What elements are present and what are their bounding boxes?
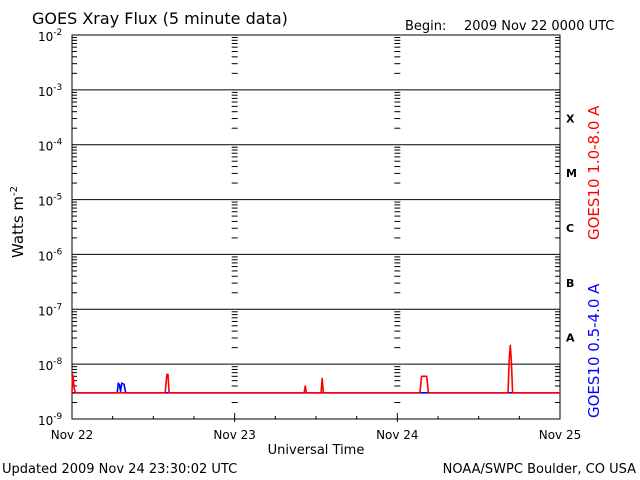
flare-class-c: C: [566, 222, 574, 235]
y-tick-label: 10-8: [38, 357, 63, 373]
x-axis-label: Universal Time: [268, 443, 365, 458]
x-tick-label: Nov 22: [51, 428, 94, 442]
y-tick-labels: 10-2 10-3 10-4 10-5 10-6 10-7 10-8 10-9: [38, 28, 63, 428]
updated-timestamp: Updated 2009 Nov 24 23:30:02 UTC: [2, 462, 237, 477]
y-tick-label: 10-7: [38, 302, 62, 318]
y-axis-label: Watts m-2: [9, 186, 27, 258]
flare-class-m: M: [566, 167, 577, 180]
flux-series: [71, 344, 560, 394]
flare-class-x: X: [566, 112, 575, 125]
legend-short-channel: GOES10 0.5-4.0 A: [585, 283, 603, 418]
credit-text: NOAA/SWPC Boulder, CO USA: [443, 462, 636, 477]
x-tick-labels: Nov 22 Nov 23 Nov 24 Nov 25: [51, 428, 582, 442]
legend-long-channel: GOES10 1.0-8.0 A: [585, 105, 603, 240]
flare-class-a: A: [566, 332, 575, 345]
chart-title: GOES Xray Flux (5 minute data): [32, 9, 288, 28]
plot-grid: [71, 34, 561, 422]
begin-label: Begin:: [405, 19, 446, 34]
x-tick-label: Nov 24: [376, 428, 419, 442]
flare-class-b: B: [566, 277, 574, 290]
y-tick-label: 10-5: [38, 193, 62, 209]
y-tick-label: 10-4: [38, 138, 63, 154]
y-tick-label: 10-9: [38, 412, 63, 428]
series-long-channel-line: [71, 344, 560, 394]
y-tick-label: 10-2: [38, 28, 62, 44]
x-tick-label: Nov 23: [213, 428, 256, 442]
flare-class-labels: X M C B A: [566, 112, 577, 344]
begin-value: 2009 Nov 22 0000 UTC: [464, 19, 614, 34]
series-short-channel-line: [72, 382, 560, 394]
y-tick-label: 10-6: [38, 247, 63, 263]
y-tick-label: 10-3: [38, 83, 62, 99]
x-tick-label: Nov 25: [539, 428, 582, 442]
